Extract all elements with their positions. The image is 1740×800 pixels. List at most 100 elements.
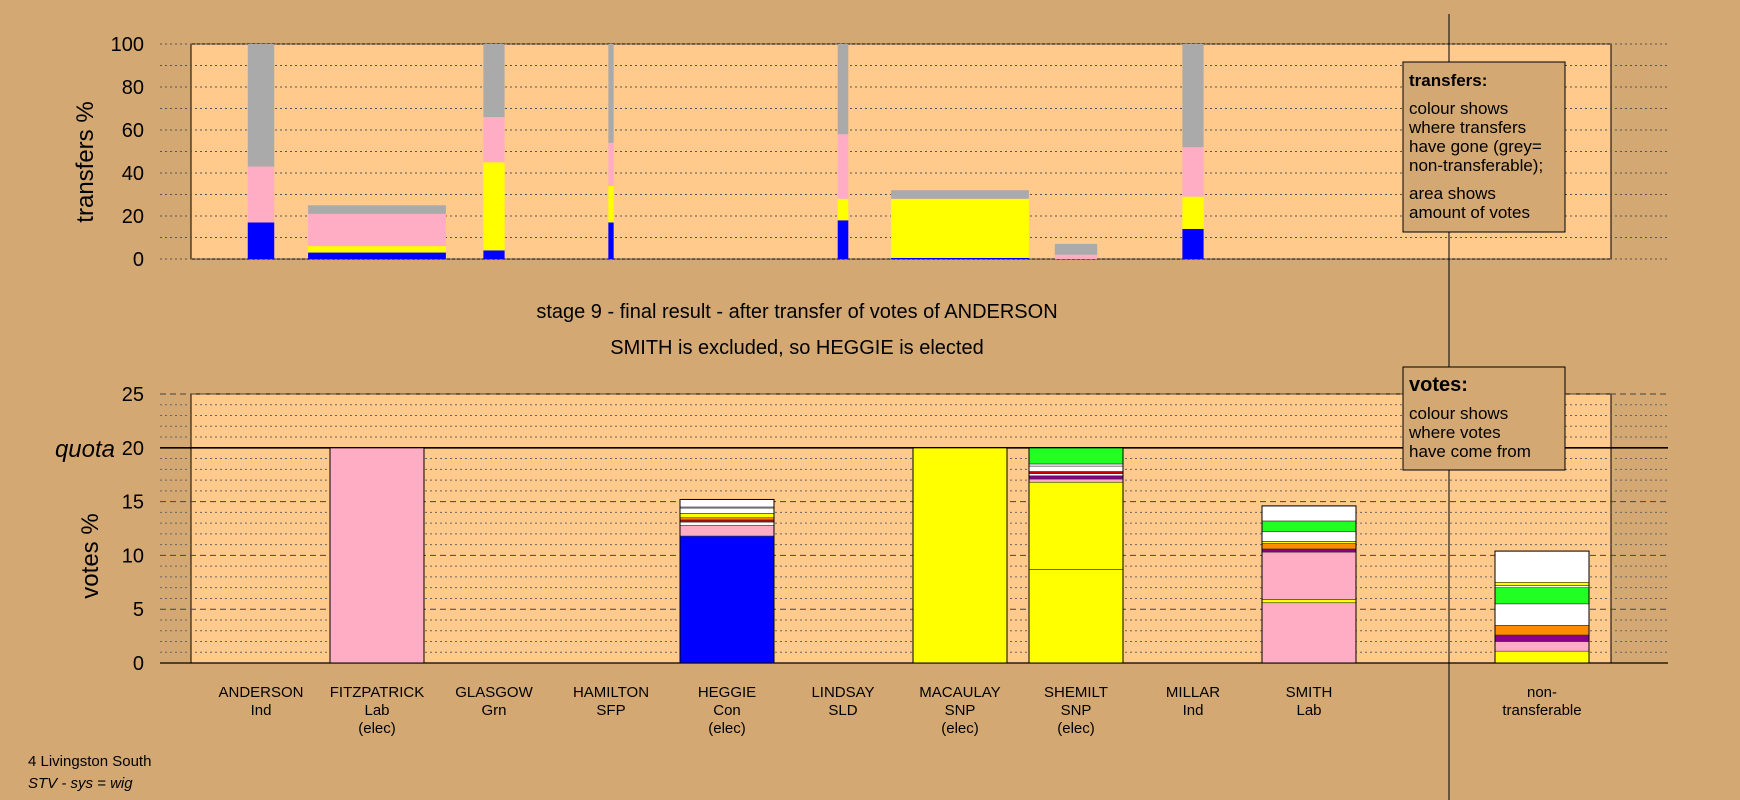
candidate-name: SHEMILT [1044,684,1108,701]
vote-segment-smith [1261,541,1357,544]
votes-legend-line: where votes [1408,423,1501,442]
transfer-segment-macaulay [891,257,1029,259]
candidate-party: Ind [251,702,272,719]
vote-segment-smith [1261,548,1357,553]
vote-bar-outline [679,498,775,664]
candidate-party: Lab [364,702,389,719]
y-tick-label: 0 [133,653,144,675]
votes-legend: votes: colour shows where votes have com… [1402,366,1566,471]
transfers-legend-line: colour shows [1409,99,1508,118]
candidate-party: Lab [1296,702,1321,719]
y-tick-label: 80 [122,77,144,99]
transfers-legend-line: where transfers [1408,118,1526,137]
candidate-name: GLASGOW [455,684,533,701]
vote-segment-smith [1261,551,1357,600]
transfer-segment-shemilt [1054,254,1098,259]
candidate-status: (elec) [1057,720,1095,737]
candidate-name: MILLAR [1166,684,1220,701]
stage-title: stage 9 - final result - after transfer … [536,301,1057,323]
y-tick-label: 0 [133,249,144,271]
candidate-party: SLD [828,702,857,719]
vote-segment-fitzpatrick [329,447,425,664]
vote-segment-smith [1261,599,1357,604]
vote-segment-non [1494,634,1590,642]
votes-y-ticks: 0 5 10 15 20 25 [122,384,144,675]
vote-segment-heggie [679,535,775,664]
candidate-labels: ANDERSONIndFITZPATRICKLab(elec)GLASGOWGr… [218,684,1581,737]
candidate-name: LINDSAY [811,684,874,701]
votes-legend-line: have come from [1409,442,1531,461]
transfer-segment-millar [1182,44,1204,148]
vote-segment-smith [1261,543,1357,550]
candidate-name: SMITH [1286,684,1333,701]
candidate-party: transferable [1502,702,1581,719]
vote-segment-heggie [679,521,775,526]
candidate-name: non- [1527,684,1557,701]
transfers-legend-line: non-transferable); [1409,156,1543,175]
vote-segment-shemilt [1028,475,1124,480]
transfer-segment-lindsay [837,198,849,221]
vote-segment-heggie [679,517,775,521]
vote-bar-outline [1261,505,1357,664]
y-tick-label: 20 [122,206,144,228]
transfer-segment-anderson [247,44,275,167]
y-tick-label: 10 [122,545,144,567]
vote-segment-shemilt [1028,569,1124,664]
vote-segment-heggie [679,519,775,523]
vote-segment-shemilt [1028,481,1124,570]
vote-segment-non [1494,603,1590,626]
transfers-legend-line: have gone (grey= [1409,137,1542,156]
vote-bar-outline [329,447,425,664]
votes-legend-heading: votes: [1409,374,1468,396]
quota-label: quota [55,436,115,463]
system-label: STV - sys = wig [28,775,133,792]
transfers-legend-line: area shows [1409,184,1496,203]
vote-segment-non [1494,641,1590,652]
result-title: SMITH is excluded, so HEGGIE is elected [610,337,983,359]
transfers-bars [247,44,1204,259]
y-tick-label: 20 [122,438,144,460]
transfer-segment-hamilton [608,44,614,143]
vote-segment-macaulay [912,447,1008,664]
vote-segment-non [1494,625,1590,636]
transfer-segment-fitzpatrick [308,252,446,259]
y-tick-label: 40 [122,163,144,185]
vote-bar-outline [1494,550,1590,664]
transfer-segment-millar [1182,147,1204,197]
transfer-segment-anderson [247,222,275,259]
transfer-segment-macaulay [891,190,1029,199]
transfer-segment-shemilt [1054,243,1098,255]
candidate-name: HAMILTON [573,684,649,701]
vote-bar-outline [912,447,1008,664]
candidate-status: (elec) [708,720,746,737]
candidate-party: Con [713,702,741,719]
vote-bar-outline [1028,447,1124,664]
candidate-party: SNP [945,702,976,719]
candidate-status: (elec) [358,720,396,737]
transfer-segment-fitzpatrick [308,205,446,214]
vote-segment-shemilt [1028,463,1124,467]
vote-segment-heggie [679,507,775,514]
transfer-segment-fitzpatrick [308,246,446,253]
vote-segment-shemilt [1028,447,1124,465]
candidate-party: Grn [481,702,506,719]
vote-segment-shemilt [1028,478,1124,483]
votes-legend-line: colour shows [1409,404,1508,423]
transfer-segment-anderson [247,166,275,223]
transfer-segment-millar [1182,196,1204,229]
candidate-name: HEGGIE [698,684,756,701]
candidate-name: MACAULAY [919,684,1000,701]
transfers-y-axis-label: transfers % [72,101,99,222]
vote-segment-non [1494,581,1590,586]
transfer-segment-hamilton [608,142,614,186]
vote-segment-smith [1261,505,1357,522]
candidate-party: SNP [1061,702,1092,719]
vote-segment-shemilt [1028,473,1124,477]
candidate-party: SFP [596,702,625,719]
ward-label: 4 Livingston South [28,753,151,770]
vote-segment-smith [1261,531,1357,542]
transfer-segment-glasgow [483,250,505,259]
vote-segment-shemilt [1028,471,1124,474]
votes-plot-area [190,393,1612,664]
y-tick-label: 100 [111,34,144,56]
